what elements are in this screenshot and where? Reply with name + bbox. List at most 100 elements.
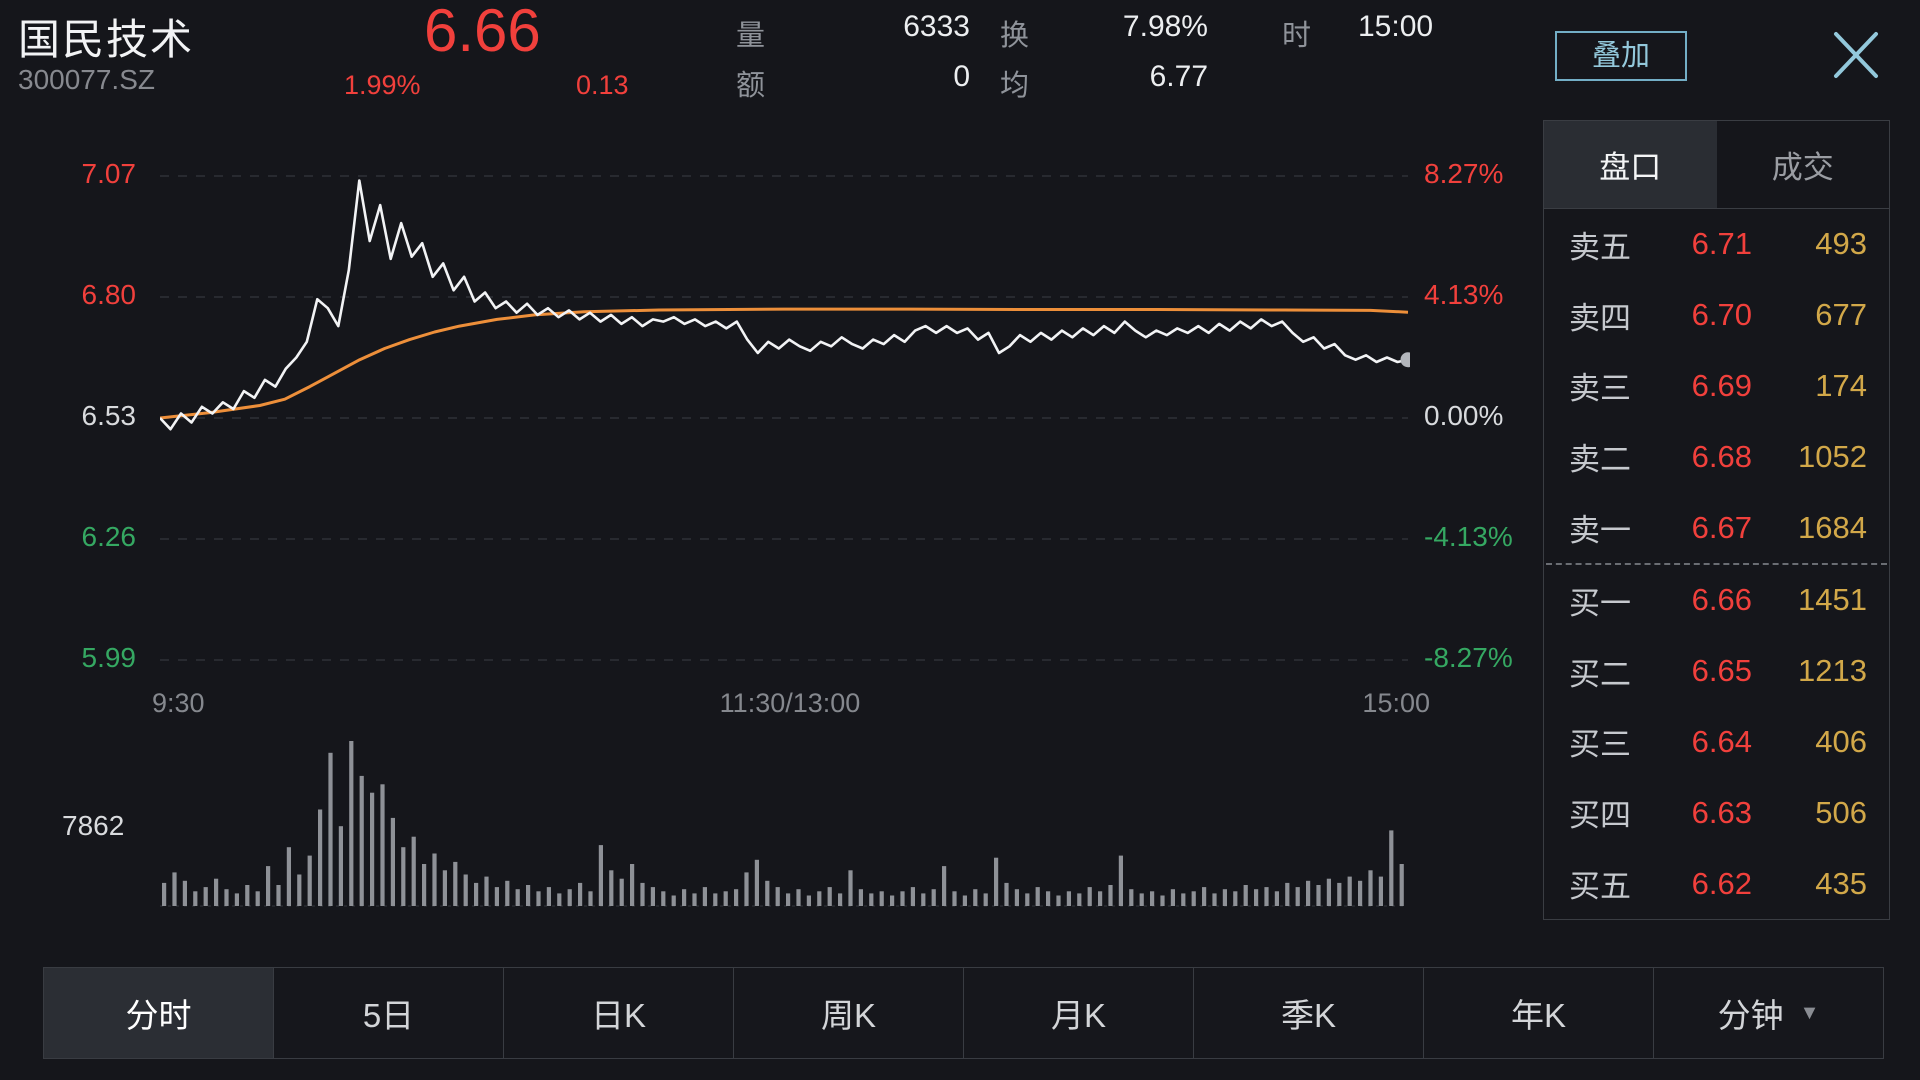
stat-label-amount: 额 bbox=[736, 70, 766, 102]
level-label: 卖四 bbox=[1569, 300, 1631, 336]
level-quantity: 1213 bbox=[1798, 653, 1867, 689]
percent-tick-label: -8.27% bbox=[1424, 642, 1513, 673]
orderbook-row-bid[interactable]: 买二 6.65 1213 bbox=[1544, 636, 1889, 707]
volume-scale-label: 7862 bbox=[62, 810, 125, 841]
stat-value-turnover: 7.98% bbox=[1122, 10, 1208, 43]
level-price: 6.64 bbox=[1691, 723, 1752, 759]
chevron-down-icon: ▼ bbox=[1799, 1001, 1820, 1024]
level-price: 6.69 bbox=[1691, 367, 1752, 403]
orderbook-row-ask[interactable]: 卖一 6.67 1684 bbox=[1544, 492, 1889, 563]
price-tick-label: 6.80 bbox=[81, 279, 137, 310]
period-tab-label: 分钟 bbox=[1717, 997, 1784, 1034]
orderbook-rows: 卖五 6.71 493 卖四 6.70 677 卖三 6.69 174 卖二 6.68 1052 卖一 6… bbox=[1544, 209, 1889, 919]
level-quantity: 174 bbox=[1815, 367, 1867, 403]
price-tick-label: 5.99 bbox=[81, 642, 137, 673]
price-tick-label: 6.53 bbox=[81, 400, 137, 431]
change-percent: 1.99% bbox=[344, 70, 421, 100]
stat-value-time: 15:00 bbox=[1358, 10, 1434, 43]
period-tab-label: 分时 bbox=[125, 997, 192, 1034]
level-price: 6.71 bbox=[1691, 226, 1752, 262]
level-price: 6.66 bbox=[1691, 582, 1752, 618]
level-quantity: 1684 bbox=[1798, 509, 1867, 545]
orderbook-row-ask[interactable]: 卖三 6.69 174 bbox=[1544, 351, 1889, 422]
stat-label-time: 时 bbox=[1282, 20, 1312, 52]
x-axis-open-label: 9:30 bbox=[152, 688, 205, 718]
period-tab-quarterly-k[interactable]: 季K bbox=[1194, 968, 1424, 1058]
ask-bid-divider bbox=[1546, 562, 1887, 565]
period-tab-minute-line[interactable]: 分时 bbox=[44, 968, 274, 1058]
period-tab-label: 日K bbox=[590, 997, 646, 1034]
level-quantity: 406 bbox=[1815, 723, 1867, 759]
level-quantity: 493 bbox=[1815, 226, 1867, 262]
stat-label-turnover: 换 bbox=[1000, 20, 1030, 52]
average-price-line bbox=[160, 307, 1409, 420]
orderbook-tabs: 盘口 成交 bbox=[1544, 121, 1889, 209]
level-label: 卖五 bbox=[1569, 229, 1631, 265]
level-price: 6.62 bbox=[1691, 865, 1752, 901]
level-label: 买四 bbox=[1569, 798, 1631, 834]
orderbook-row-bid[interactable]: 买三 6.64 406 bbox=[1544, 707, 1889, 778]
price-tick-label: 6.26 bbox=[81, 521, 137, 552]
tab-trades[interactable]: 成交 bbox=[1771, 150, 1834, 185]
level-label: 买五 bbox=[1569, 869, 1631, 905]
orderbook-row-bid[interactable]: 买一 6.66 1451 bbox=[1544, 565, 1889, 636]
level-label: 买三 bbox=[1569, 727, 1631, 763]
level-price: 6.67 bbox=[1691, 509, 1752, 545]
orderbook-row-bid[interactable]: 买五 6.62 435 bbox=[1544, 848, 1889, 919]
intraday-chart[interactable] bbox=[160, 140, 1410, 915]
period-tab-bar: 分时 5日 日K 周K 月K 季K 年K 分钟 ▼ bbox=[43, 967, 1884, 1059]
orderbook-row-ask[interactable]: 卖二 6.68 1052 bbox=[1544, 421, 1889, 492]
stat-label-volume: 量 bbox=[736, 20, 766, 52]
orderbook-panel: 盘口 成交 卖五 6.71 493 卖四 6.70 677 卖三 6.69 174 卖二 6.68 10… bbox=[1543, 120, 1890, 920]
period-tab-label: 月K bbox=[1050, 997, 1106, 1034]
level-quantity: 506 bbox=[1815, 794, 1867, 830]
orderbook-row-ask[interactable]: 卖四 6.70 677 bbox=[1544, 280, 1889, 351]
stat-label-average: 均 bbox=[1000, 70, 1030, 102]
percent-tick-label: 4.13% bbox=[1424, 279, 1504, 310]
volume-bars bbox=[162, 741, 1404, 906]
orderbook-row-bid[interactable]: 买四 6.63 506 bbox=[1544, 777, 1889, 848]
overlay-button[interactable]: 叠加 bbox=[1555, 31, 1687, 81]
level-label: 卖三 bbox=[1569, 371, 1631, 407]
level-label: 卖一 bbox=[1569, 513, 1631, 549]
tab-order-book[interactable]: 盘口 bbox=[1544, 121, 1717, 208]
level-label: 买一 bbox=[1569, 585, 1631, 621]
level-price: 6.65 bbox=[1691, 653, 1752, 689]
period-tab-weekly-k[interactable]: 周K bbox=[734, 968, 964, 1058]
period-tab-5day[interactable]: 5日 bbox=[274, 968, 504, 1058]
x-axis-close-label: 15:00 bbox=[1362, 688, 1430, 718]
level-quantity: 435 bbox=[1815, 865, 1867, 901]
period-tab-yearly-k[interactable]: 年K bbox=[1424, 968, 1654, 1058]
period-tab-label: 5日 bbox=[362, 997, 415, 1034]
stock-code: 300077.SZ bbox=[18, 64, 155, 95]
level-label: 卖二 bbox=[1569, 442, 1631, 478]
level-quantity: 1052 bbox=[1798, 438, 1867, 474]
period-tab-monthly-k[interactable]: 月K bbox=[964, 968, 1194, 1058]
x-axis-midday-label: 11:30/13:00 bbox=[719, 688, 861, 718]
period-tab-label: 年K bbox=[1510, 997, 1566, 1034]
price-tick-label: 7.07 bbox=[81, 158, 137, 189]
period-tab-label: 周K bbox=[820, 997, 876, 1034]
percent-tick-label: -4.13% bbox=[1424, 521, 1513, 552]
period-tab-label: 季K bbox=[1280, 997, 1336, 1034]
stat-value-average: 6.77 bbox=[1149, 60, 1208, 93]
orderbook-row-ask[interactable]: 卖五 6.71 493 bbox=[1544, 209, 1889, 280]
change-absolute: 0.13 bbox=[576, 70, 629, 100]
percent-tick-label: 0.00% bbox=[1424, 400, 1504, 431]
header: 国民技术 300077.SZ 6.66 1.99% 0.13 量 6333 额 … bbox=[0, 0, 1920, 115]
level-price: 6.70 bbox=[1691, 297, 1752, 333]
level-price: 6.68 bbox=[1691, 438, 1752, 474]
period-tab-daily-k[interactable]: 日K bbox=[504, 968, 734, 1058]
level-quantity: 677 bbox=[1815, 297, 1867, 333]
close-icon[interactable] bbox=[1826, 26, 1886, 84]
percent-tick-label: 8.27% bbox=[1424, 158, 1504, 189]
period-tab-minutes[interactable]: 分钟 ▼ bbox=[1654, 968, 1883, 1058]
level-label: 买二 bbox=[1569, 656, 1631, 692]
level-price: 6.63 bbox=[1691, 794, 1752, 830]
last-price: 6.66 bbox=[424, 0, 541, 64]
stat-value-amount: 0 bbox=[953, 60, 970, 93]
price-line bbox=[160, 179, 1409, 431]
stock-name: 国民技术 bbox=[18, 16, 195, 63]
last-price-dot bbox=[1400, 352, 1410, 368]
